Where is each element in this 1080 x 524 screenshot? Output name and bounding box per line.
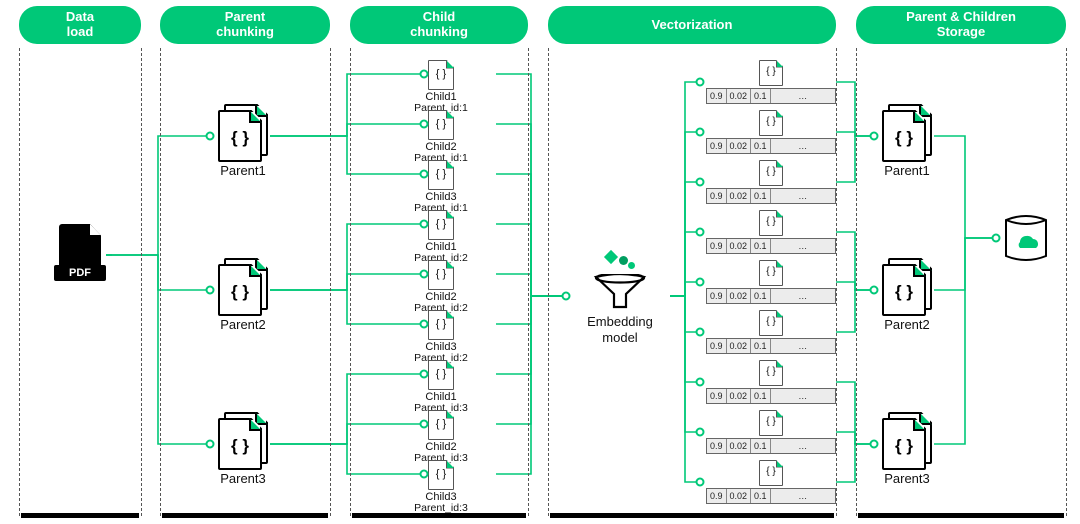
connector-node	[420, 470, 429, 479]
bottom-bar	[21, 513, 139, 518]
connector-node	[696, 478, 705, 487]
vector-row: { }0.90.020.1…	[706, 410, 836, 454]
connector-node	[870, 286, 879, 295]
connector-node	[420, 370, 429, 379]
connector-node	[992, 234, 1001, 243]
cloud-storage-icon	[1002, 210, 1050, 266]
bottom-bar	[858, 513, 1064, 518]
col-divider	[548, 48, 549, 516]
stage-header-data_load: Dataload	[19, 6, 141, 44]
vector-cells: 0.90.020.1…	[706, 88, 836, 104]
connector-node	[206, 132, 215, 141]
connector-node	[420, 320, 429, 329]
connector-node	[420, 420, 429, 429]
vector-row: { }0.90.020.1…	[706, 210, 836, 254]
col-divider	[141, 48, 142, 516]
connector-node	[420, 120, 429, 129]
col-divider	[1066, 48, 1067, 516]
child-doc: { }Child1Parent_id:2	[386, 210, 496, 265]
stage-header-storage: Parent & ChildrenStorage	[856, 6, 1066, 44]
child-doc: { }Child2Parent_id:3	[386, 410, 496, 465]
child-doc: { }Child3Parent_id:2	[386, 310, 496, 365]
col-divider	[528, 48, 529, 516]
vector-row: { }0.90.020.1…	[706, 160, 836, 204]
connector-node	[562, 292, 571, 301]
connector-node	[870, 440, 879, 449]
connector-node	[696, 228, 705, 237]
parent-doc-label: Parent3	[216, 471, 270, 486]
col-divider	[19, 48, 20, 516]
parent-doc-label: Parent2	[216, 317, 270, 332]
vector-cells: 0.90.020.1…	[706, 238, 836, 254]
vector-cells: 0.90.020.1…	[706, 388, 836, 404]
storage-parent-doc: { }Parent2	[880, 258, 934, 332]
vector-row: { }0.90.020.1…	[706, 360, 836, 404]
connector-node	[420, 70, 429, 79]
vector-row: { }0.90.020.1…	[706, 60, 836, 104]
col-divider	[330, 48, 331, 516]
vector-cells: 0.90.020.1…	[706, 438, 836, 454]
col-divider	[350, 48, 351, 516]
vector-cells: 0.90.020.1…	[706, 288, 836, 304]
vector-cells: 0.90.020.1…	[706, 338, 836, 354]
embedding-label: Embeddingmodel	[570, 314, 670, 345]
connector-node	[696, 78, 705, 87]
connector-node	[696, 328, 705, 337]
vector-cells: 0.90.020.1…	[706, 488, 836, 504]
parent-doc: { }Parent3	[216, 412, 270, 486]
connector-node	[696, 378, 705, 387]
col-divider	[160, 48, 161, 516]
pdf-icon: PDF	[54, 224, 106, 286]
storage-parent-doc-label: Parent2	[880, 317, 934, 332]
col-divider	[836, 48, 837, 516]
pdf-label: PDF	[54, 265, 106, 281]
parent-doc-label: Parent1	[216, 163, 270, 178]
connector-node	[206, 440, 215, 449]
child-doc: { }Child2Parent_id:2	[386, 260, 496, 315]
connector-node	[420, 170, 429, 179]
embedding-model: Embeddingmodel	[570, 252, 670, 345]
stage-header-vectorize: Vectorization	[548, 6, 836, 44]
storage-parent-doc-label: Parent3	[880, 471, 934, 486]
child-doc: { }Child1Parent_id:3	[386, 360, 496, 415]
child-doc: { }Child3Parent_id:3	[386, 460, 496, 515]
bottom-bar	[550, 513, 834, 518]
storage-parent-doc-label: Parent1	[880, 163, 934, 178]
child-parent-id: Parent_id:3	[386, 503, 496, 515]
vector-cells: 0.90.020.1…	[706, 138, 836, 154]
vector-row: { }0.90.020.1…	[706, 110, 836, 154]
vector-row: { }0.90.020.1…	[706, 310, 836, 354]
connector-node	[420, 220, 429, 229]
connector-node	[870, 132, 879, 141]
vector-row: { }0.90.020.1…	[706, 260, 836, 304]
bottom-bar	[162, 513, 328, 518]
connector-node	[420, 270, 429, 279]
elements-layer: Dataload Parentchunking Childchunking Vecto…	[0, 0, 1080, 524]
child-doc: { }Child1Parent_id:1	[386, 60, 496, 115]
storage-parent-doc: { }Parent1	[880, 104, 934, 178]
vector-row: { }0.90.020.1…	[706, 460, 836, 504]
stage-header-parent_chunk: Parentchunking	[160, 6, 330, 44]
connector-node	[696, 178, 705, 187]
connector-node	[696, 278, 705, 287]
parent-doc: { }Parent2	[216, 258, 270, 332]
stage-header-child_chunk: Childchunking	[350, 6, 528, 44]
child-doc: { }Child2Parent_id:1	[386, 110, 496, 165]
connector-node	[206, 286, 215, 295]
parent-doc: { }Parent1	[216, 104, 270, 178]
child-doc: { }Child3Parent_id:1	[386, 160, 496, 215]
storage-parent-doc: { }Parent3	[880, 412, 934, 486]
connector-node	[696, 128, 705, 137]
vector-cells: 0.90.020.1…	[706, 188, 836, 204]
col-divider	[856, 48, 857, 516]
connector-node	[696, 428, 705, 437]
